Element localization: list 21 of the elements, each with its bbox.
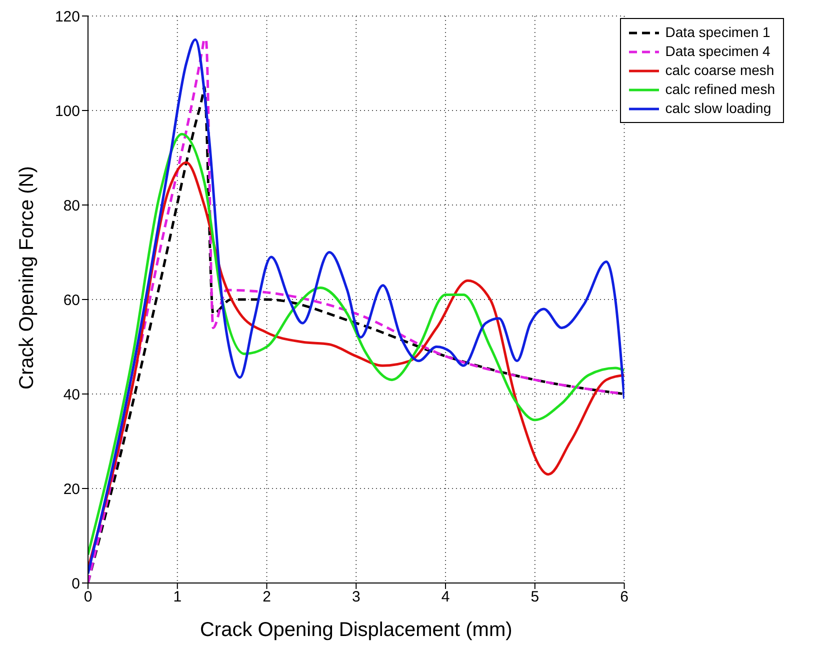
legend-label: Data specimen 1 [665,23,770,42]
y-tick-label: 0 [72,575,80,592]
legend-label: Data specimen 4 [665,42,770,61]
y-tick-label: 100 [54,102,80,120]
x-tick-label: 6 [620,588,628,606]
legend-label: calc refined mesh [665,80,775,99]
x-tick-label: 3 [352,588,360,606]
x-tick-label: 1 [173,588,182,606]
y-axis-title: Crack Opening Force (N) [16,166,38,390]
legend-label: calc coarse mesh [665,61,774,80]
x-tick-label: 4 [441,588,450,606]
legend-label: calc slow loading [665,99,772,118]
x-tick-label: 5 [530,588,540,606]
x-tick-label: 2 [262,588,271,606]
x-tick-label: 0 [84,588,92,606]
x-axis-title: Crack Opening Displacement (mm) [200,619,512,641]
y-tick-label: 40 [63,386,80,404]
y-tick-label: 120 [54,8,80,26]
y-tick-label: 20 [63,480,80,498]
y-tick-label: 60 [63,292,80,309]
y-tick-label: 80 [63,197,80,214]
